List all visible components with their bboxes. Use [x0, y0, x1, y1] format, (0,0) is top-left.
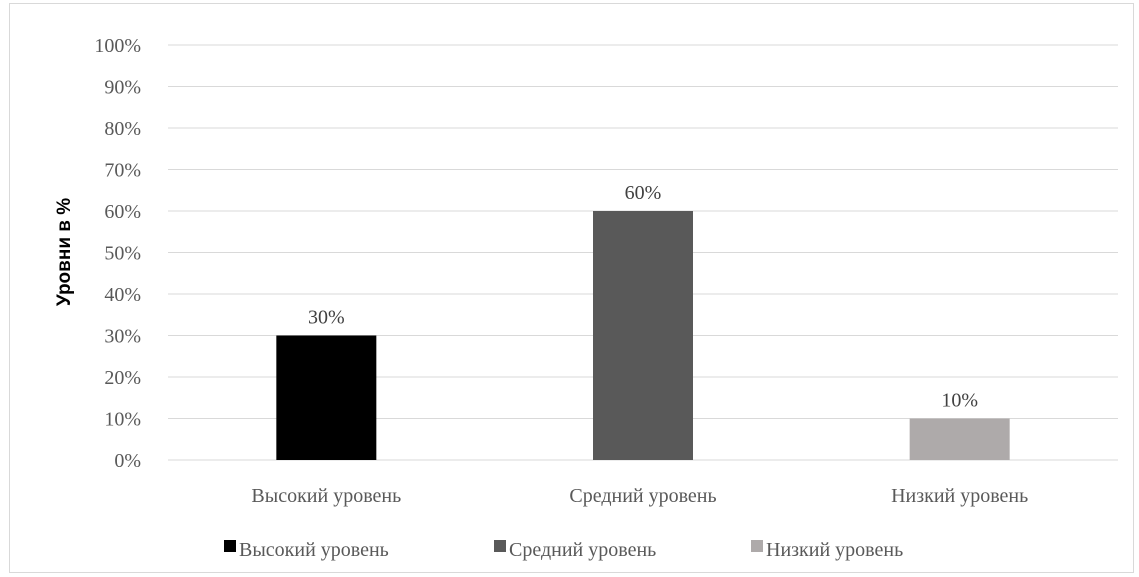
- data-label: 60%: [625, 182, 662, 204]
- y-tick-label: 40%: [104, 284, 141, 306]
- bar: [276, 335, 377, 460]
- value-labels: 30% 60% 10%: [308, 182, 978, 412]
- y-tick-label: 0%: [114, 450, 141, 472]
- x-tick-label: Средний уровень: [569, 485, 716, 507]
- x-tick-label: Низкий уровень: [891, 485, 1028, 507]
- y-axis-label: Уровни в %: [54, 198, 75, 306]
- y-tick-label: 30%: [104, 326, 141, 348]
- data-label: 10%: [941, 390, 978, 412]
- data-label: 30%: [308, 307, 345, 329]
- legend-item: Низкий уровень: [751, 539, 903, 561]
- chart-frame: [9, 3, 1134, 573]
- y-tick-label: 10%: [104, 409, 141, 431]
- legend-swatch: [494, 540, 506, 552]
- x-axis-ticks: Высокий уровень Средний уровень Низкий уро…: [251, 485, 1028, 507]
- y-tick-label: 60%: [104, 201, 141, 223]
- y-axis-ticks: 0% 10% 20% 30% 40% 50% 60% 70% 80% 90% 100%: [94, 35, 141, 472]
- legend-swatch: [224, 540, 236, 552]
- legend-swatch: [751, 540, 763, 552]
- legend-label: Высокий уровень: [239, 539, 389, 561]
- y-tick-label: 20%: [104, 367, 141, 389]
- legend: Высокий уровень Средний уровень Низкий уро…: [224, 539, 903, 561]
- y-tick-label: 90%: [104, 77, 141, 99]
- bar: [909, 418, 1010, 460]
- legend-label: Средний уровень: [509, 539, 656, 561]
- y-tick-label: 80%: [104, 118, 141, 140]
- x-tick-label: Высокий уровень: [251, 485, 401, 507]
- y-tick-label: 70%: [104, 160, 141, 182]
- bars: [276, 211, 1010, 460]
- legend-label: Низкий уровень: [766, 539, 903, 561]
- bar: [593, 211, 693, 460]
- legend-item: Средний уровень: [494, 539, 656, 561]
- y-tick-label: 100%: [94, 35, 141, 57]
- y-tick-label: 50%: [104, 243, 141, 265]
- legend-item: Высокий уровень: [224, 539, 389, 561]
